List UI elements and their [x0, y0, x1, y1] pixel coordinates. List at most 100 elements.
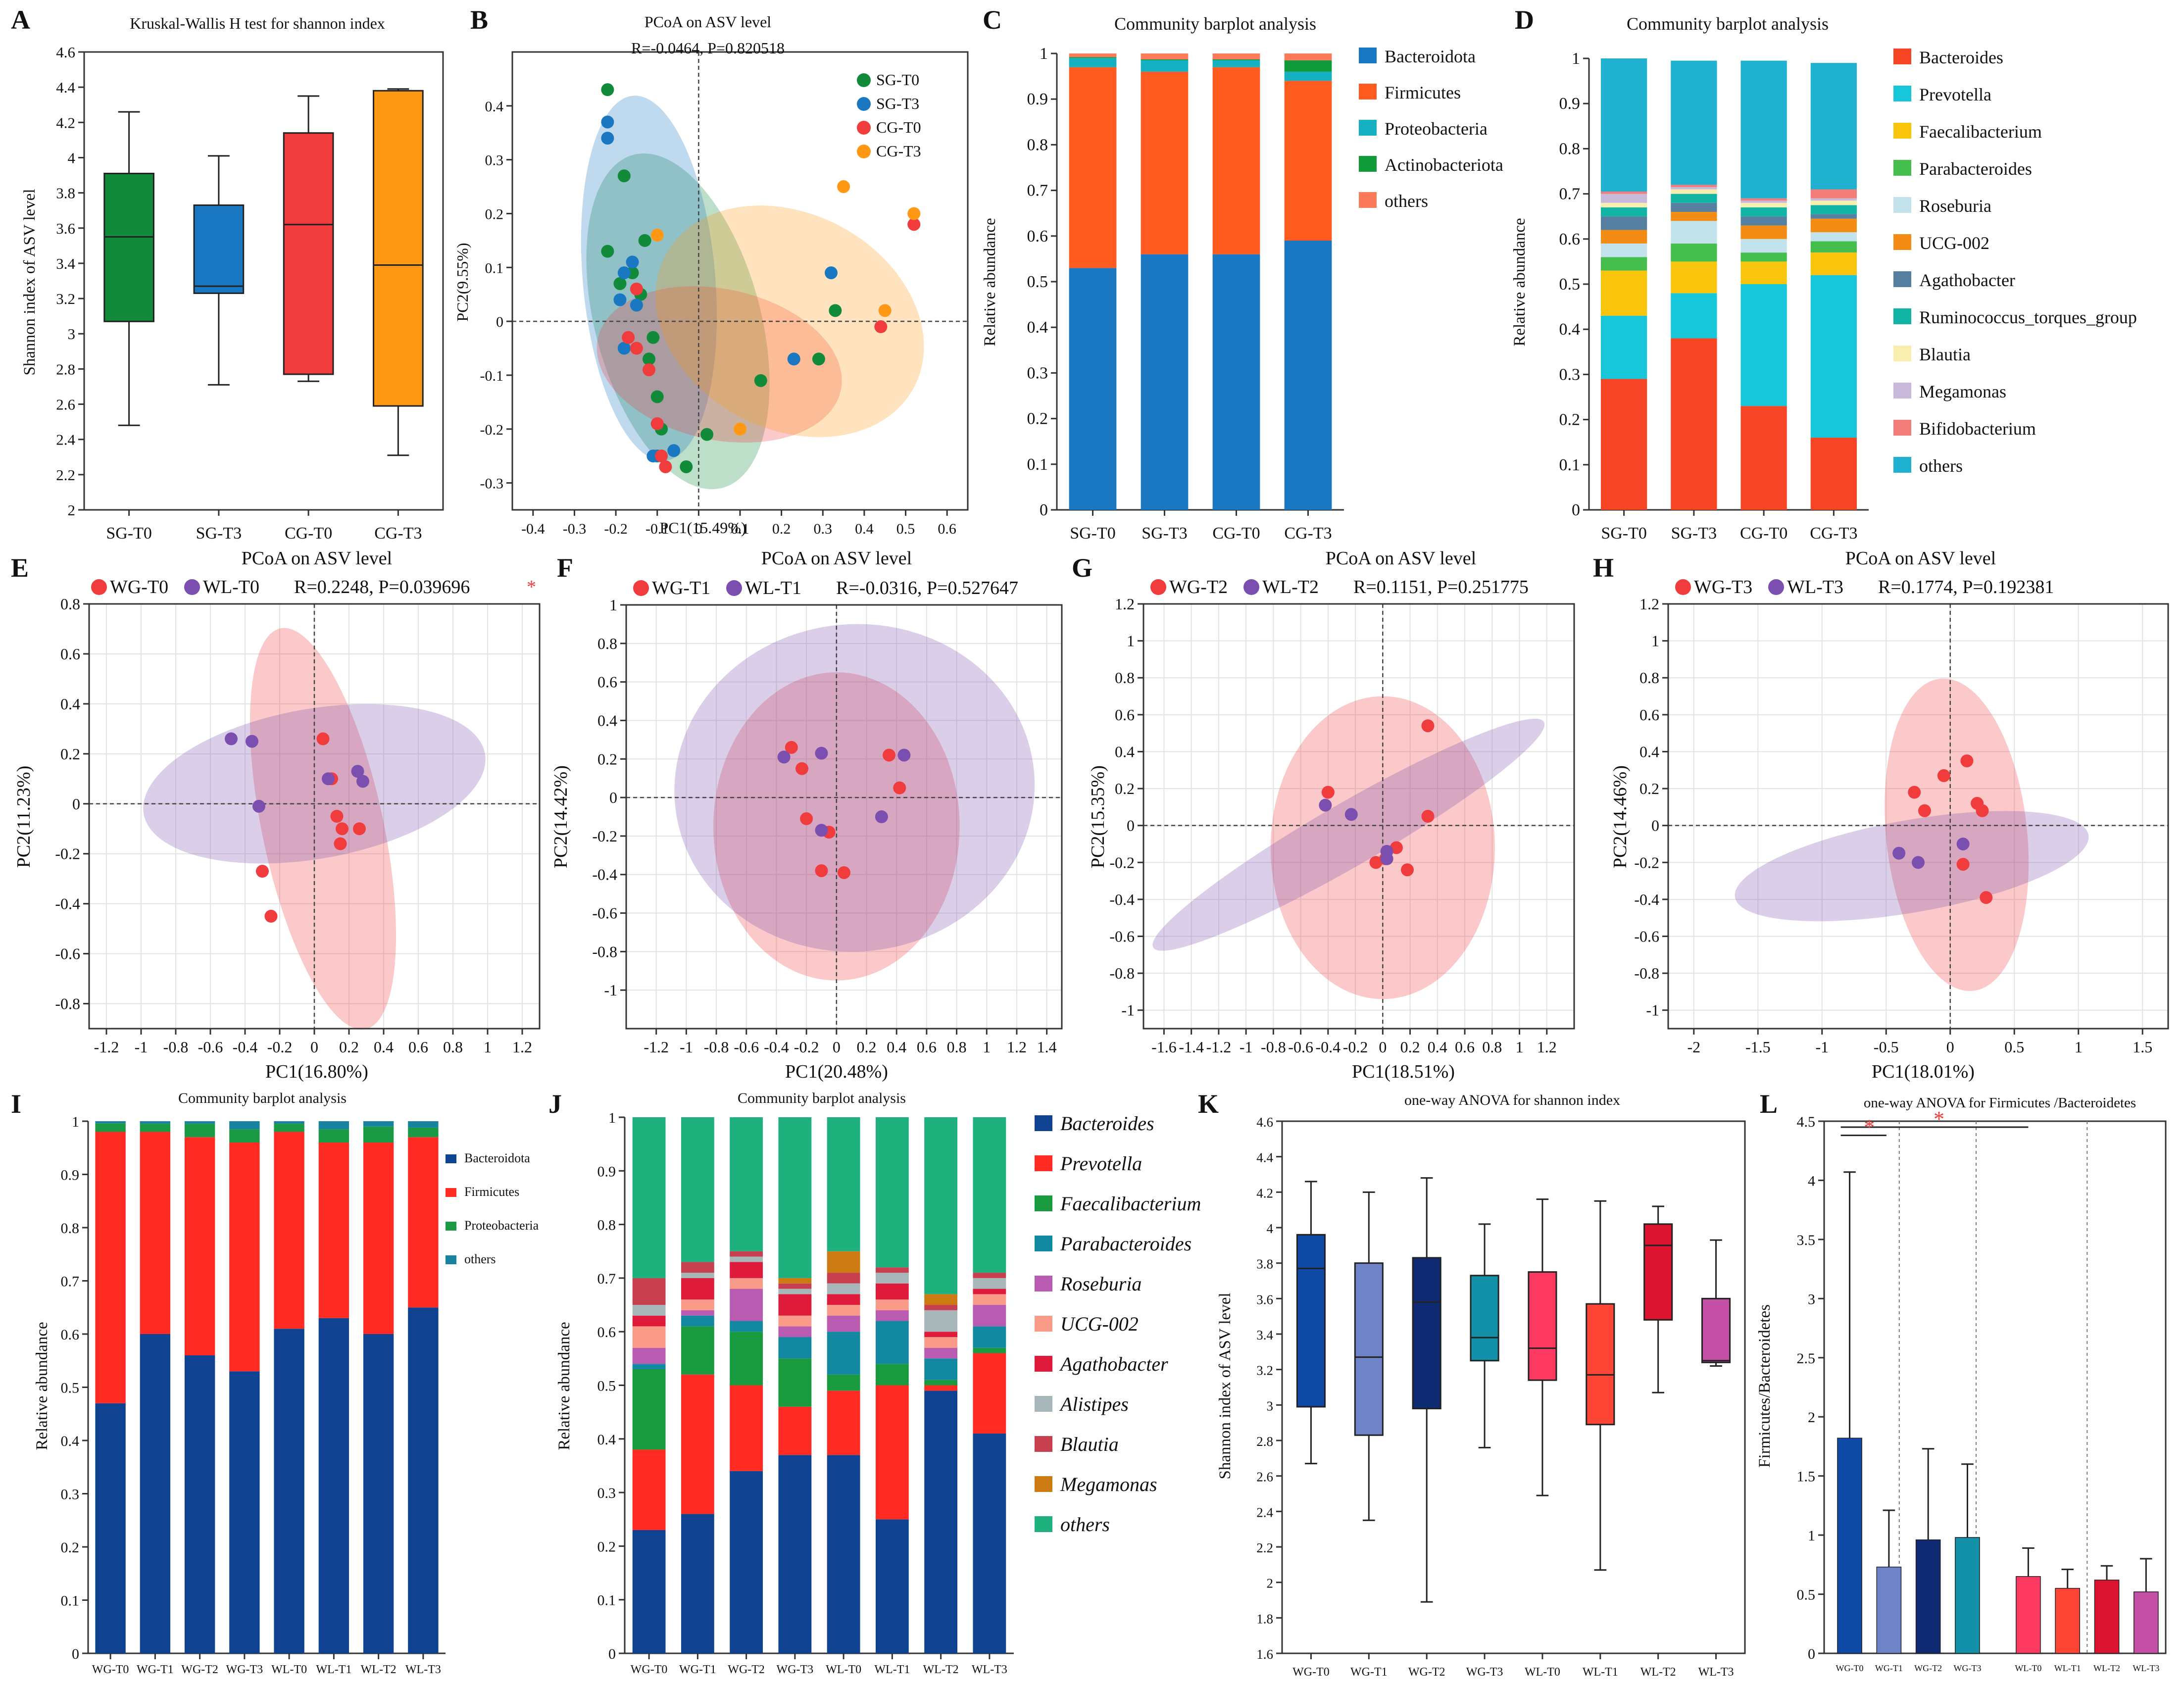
y-tick-label: 0.7 — [597, 1271, 616, 1287]
y-tick-label: 0 — [608, 1646, 616, 1662]
x-tick-label: SG-T3 — [1671, 524, 1717, 543]
bar-segment-UCG-002 — [632, 1326, 666, 1348]
bar-segment-Blautia — [778, 1283, 812, 1289]
bar-segment-Blautia — [1810, 200, 1857, 205]
y-tick-label: 0.5 — [1559, 275, 1581, 294]
bar-segment-Agathobacter — [1810, 214, 1857, 219]
y-axis-title: Relative abundance — [1511, 218, 1529, 346]
legend-label: Proteobacteria — [464, 1218, 539, 1233]
data-point — [1908, 786, 1921, 799]
x-tick-label: -0.4 — [1316, 1038, 1341, 1056]
legend-swatch — [1359, 48, 1377, 63]
bar-segment-Agathobacter — [681, 1278, 714, 1300]
y-tick-label: 0 — [496, 314, 503, 330]
data-point — [264, 909, 278, 923]
data-point — [601, 245, 614, 258]
x-tick-label: -1 — [1815, 1038, 1829, 1056]
legend-marker — [1150, 579, 1166, 595]
legend — [1675, 579, 1784, 595]
x-tick-label: -1.2 — [644, 1038, 669, 1056]
y-tick-label: 2.4 — [56, 431, 75, 448]
x-tick-label: -0.2 — [267, 1038, 293, 1056]
bar-segment-others — [408, 1121, 439, 1128]
x-tick-label: 0.5 — [2004, 1038, 2024, 1056]
bar-segment-others — [229, 1121, 260, 1130]
bar-segment-Blautia — [681, 1262, 714, 1273]
y-tick-label: 0.5 — [1027, 273, 1048, 291]
legend-marker — [726, 580, 742, 596]
bar-segment-Parabacteroides — [924, 1358, 958, 1380]
x-tick-label: -0.2 — [794, 1038, 819, 1056]
bar-segment-Prevotella — [1671, 293, 1717, 339]
y-tick-label: 3.2 — [1256, 1363, 1273, 1378]
legend-label: Actinobacteriota — [1385, 155, 1503, 175]
y-axis-title: Relative abundance — [555, 1322, 573, 1450]
box-SG-T0 — [103, 111, 154, 426]
legend-swatch — [1035, 1396, 1052, 1412]
data-point — [907, 218, 921, 231]
bar-segment-Faecalibacterium — [1671, 261, 1717, 294]
y-tick-label: -0.8 — [592, 943, 617, 960]
bar-segment-Parabacteroides — [681, 1315, 714, 1327]
x-tick-label: 1 — [484, 1038, 492, 1056]
legend-label: SG-T0 — [876, 71, 919, 89]
stack-WG-T1 — [140, 1121, 171, 1653]
panel-C — [1051, 48, 1377, 516]
bar-segment-Bacteroidota — [1212, 254, 1260, 510]
legend-marker — [91, 579, 107, 595]
x-tick-label: WG-T3 — [1953, 1663, 1981, 1673]
y-tick-label: -1 — [1121, 1001, 1135, 1019]
confidence-ellipse-CG-T0 — [596, 286, 842, 443]
chart-title: PCoA on ASV level — [1845, 548, 1996, 569]
y-tick-label: 0.1 — [597, 1592, 616, 1609]
bar-segment-Actinobacteriota — [1212, 59, 1260, 60]
stack-WG-T3 — [229, 1121, 260, 1653]
data-point — [617, 266, 631, 280]
legend-label: Agathobacter — [1059, 1353, 1168, 1375]
legend-label: Bacteroidota — [464, 1151, 530, 1165]
bar-segment-Alistipes — [973, 1278, 1006, 1289]
bar-segment-Agathobacter — [1740, 216, 1787, 226]
box-body — [373, 90, 424, 407]
legend-swatch — [1893, 457, 1911, 473]
data-point — [815, 824, 828, 837]
y-tick-label: 2 — [68, 501, 76, 519]
x-tick-label: 1.2 — [1007, 1038, 1027, 1056]
stat-text: R=-0.0464, P=0.820518 — [631, 39, 785, 57]
bar-segment-UCG-002 — [681, 1299, 714, 1310]
data-point — [878, 304, 892, 317]
x-tick-label: WG-T1 — [1350, 1666, 1388, 1679]
legend-label: others — [1919, 456, 1963, 476]
legend-label: Alistipes — [1059, 1393, 1129, 1415]
x-tick-label: 1.2 — [512, 1038, 532, 1056]
y-axis-title: PC2(15.35%) — [1088, 765, 1108, 868]
legend — [1359, 48, 1377, 208]
x-tick-label: 0.8 — [443, 1038, 463, 1056]
legend — [633, 580, 742, 596]
bar-segment-Firmicutes — [95, 1132, 126, 1403]
legend-marker — [633, 580, 649, 596]
box-body — [193, 204, 245, 294]
legend-marker — [1675, 579, 1691, 595]
panel-letter: B — [470, 5, 488, 35]
x-tick-label: 0.6 — [408, 1038, 428, 1056]
data-point — [1980, 891, 1993, 904]
legend-swatch — [1893, 234, 1911, 250]
bar-segment-others — [1141, 53, 1189, 59]
data-point — [1421, 719, 1435, 733]
y-tick-label: 0.4 — [1639, 743, 1659, 760]
bar-segment-others — [681, 1117, 714, 1262]
y-tick-label: 0.2 — [1559, 411, 1581, 429]
x-tick-label: WL-T1 — [874, 1663, 910, 1676]
bar-segment-Proteobacteria — [1141, 60, 1189, 72]
y-tick-label: 0.2 — [1115, 780, 1135, 797]
bar-segment-UCG-002 — [875, 1299, 909, 1310]
mean-bar — [1915, 1539, 1941, 1654]
legend-label: Parabacteroides — [1060, 1233, 1191, 1255]
x-tick-label: WG-T1 — [1875, 1663, 1903, 1673]
x-tick-label: 1 — [1516, 1038, 1524, 1056]
data-point — [646, 331, 660, 344]
panel-F — [620, 580, 1063, 1035]
x-tick-label: WL-T1 — [2054, 1663, 2081, 1673]
bar-segment-others — [95, 1121, 126, 1124]
